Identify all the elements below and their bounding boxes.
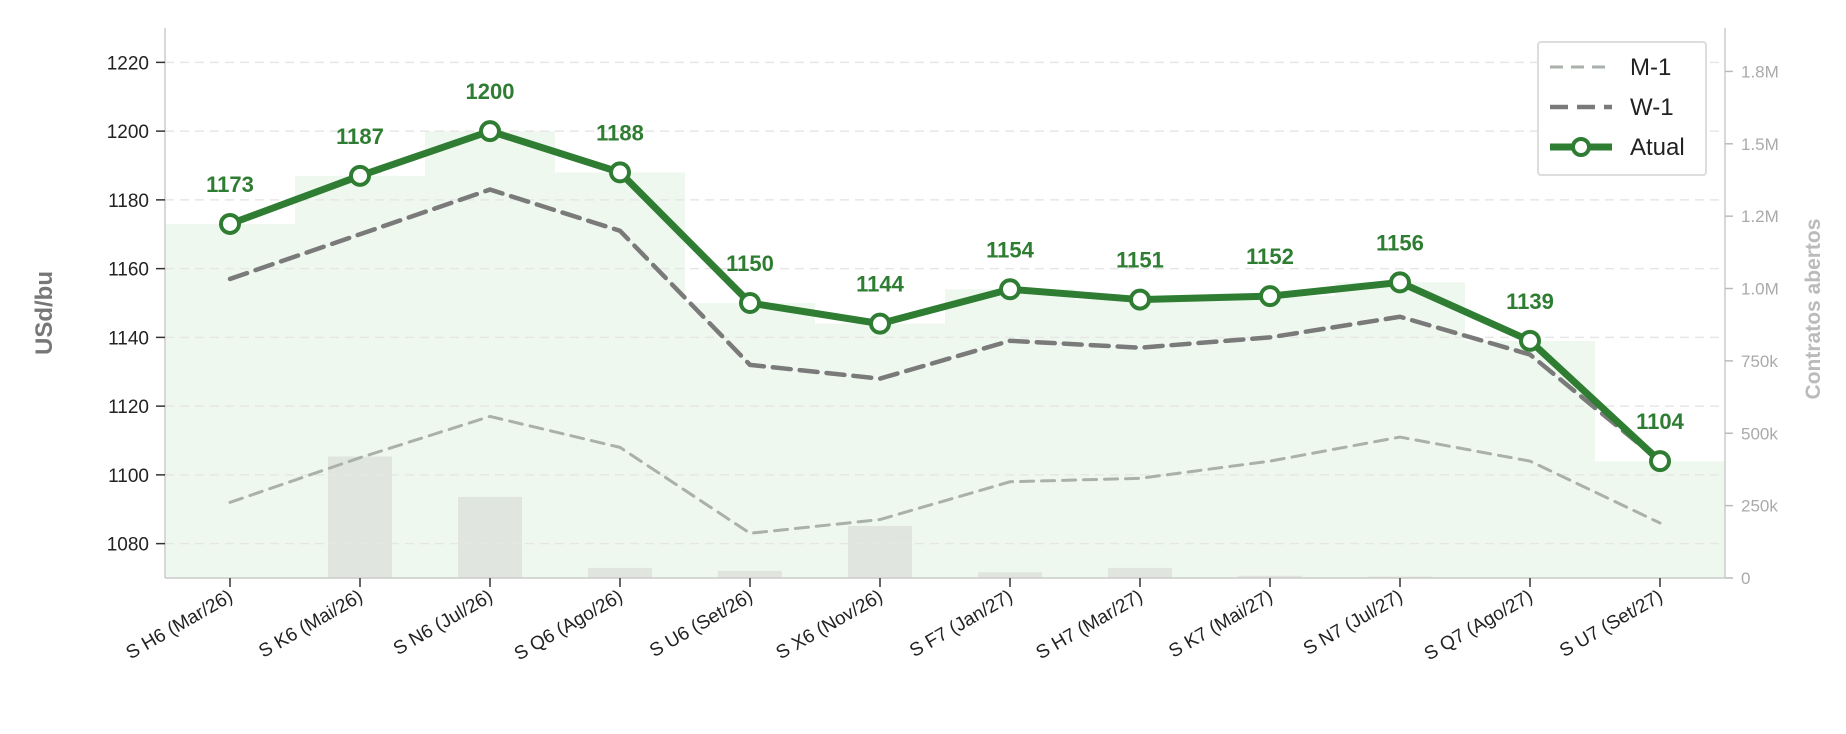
data-label: 1154 — [986, 237, 1034, 262]
open-interest-bar — [978, 572, 1042, 578]
legend: M-1 W-1 Atual — [1537, 41, 1707, 176]
series-marker-atual — [1649, 450, 1671, 473]
y-tick-label: 1080 — [107, 535, 149, 556]
legend-marker-atual — [1571, 137, 1591, 157]
series-marker-atual — [219, 212, 241, 235]
x-tick-label: S H6 (Mar/26) — [123, 586, 237, 664]
y-right-tick-label: 1.8M — [1741, 62, 1779, 81]
series-marker-atual — [349, 164, 371, 187]
legend-label: W-1 — [1630, 94, 1674, 121]
series-markers — [219, 120, 1671, 473]
y-tick-label: 1180 — [108, 191, 149, 212]
series-marker-atual — [1389, 271, 1411, 294]
series-line-m-1 — [228, 414, 1662, 535]
y-right-tick-label: 0 — [1741, 569, 1750, 588]
legend-label: M-1 — [1630, 54, 1671, 81]
data-label: 1104 — [1636, 409, 1684, 434]
series-marker-atual — [739, 292, 761, 314]
y-tick-label: 1120 — [108, 397, 149, 418]
x-tick-label: S U6 (Set/26) — [646, 586, 756, 662]
y-right-tick-label: 250k — [1741, 497, 1778, 516]
data-labels: 1173 1187 1200 1188 1150 1144 1154 1151 1152 1156… — [206, 79, 1684, 434]
open-interest-bar — [328, 456, 392, 578]
data-label: 1188 — [596, 120, 644, 145]
x-tick-label: S Q6 (Ago/26) — [511, 586, 627, 665]
x-tick-label: S H7 (Mar/27) — [1033, 586, 1147, 664]
data-label: 1144 — [856, 272, 904, 297]
series-line-w-1 — [227, 187, 1663, 464]
x-tick-label: S X6 (Nov/26) — [773, 586, 887, 664]
y-axis-right-title: Contratos abertos — [1802, 219, 1825, 400]
data-label: 1156 — [1376, 230, 1424, 255]
x-tick-label: S K7 (Mai/27) — [1165, 586, 1276, 662]
x-tick-label: S N6 (Jul/26) — [390, 586, 497, 660]
legend-label: Atual — [1630, 134, 1685, 161]
series-marker-atual — [1259, 285, 1281, 308]
gridlines — [165, 61, 1725, 545]
data-label: 1152 — [1246, 244, 1294, 269]
area-fill — [165, 131, 1725, 578]
data-label: 1200 — [466, 79, 515, 104]
y-tick-label: 1140 — [108, 328, 149, 349]
x-tick-label: S K6 (Mai/26) — [255, 586, 366, 662]
data-label: 1151 — [1116, 248, 1164, 273]
y-right-tick-label: 500k — [1741, 424, 1778, 443]
series-marker-atual — [609, 161, 631, 184]
series-lines — [226, 127, 1664, 535]
y-right-tick-label: 1.5M — [1741, 135, 1779, 154]
series-marker-atual — [869, 312, 891, 335]
data-label: 1173 — [206, 172, 254, 197]
open-interest-bar — [718, 570, 782, 578]
y-right-tick-label: 1.2M — [1741, 207, 1779, 226]
y-right-tick-label: 1.0M — [1741, 280, 1779, 299]
open-interest-bar — [848, 525, 912, 578]
data-label: 1187 — [336, 124, 384, 149]
axes — [164, 28, 1726, 579]
open-interest-bar — [1108, 567, 1172, 578]
x-tick-label: S N7 (Jul/27) — [1300, 586, 1407, 660]
data-label: 1139 — [1506, 289, 1554, 314]
open-interest-bar — [458, 496, 522, 578]
series-marker-atual — [1519, 329, 1541, 352]
open-interest-bar — [1238, 575, 1302, 578]
y-tick-label: 1220 — [107, 53, 149, 74]
y-tick-label: 1200 — [107, 122, 149, 143]
y-tick-label: 1160 — [108, 260, 149, 281]
y-right-tick-label: 750k — [1741, 352, 1778, 371]
series-marker-atual — [479, 120, 501, 143]
area-fill-layer — [165, 131, 1725, 578]
y-tick-label: 1100 — [108, 466, 149, 487]
series-marker-atual — [999, 278, 1021, 301]
x-tick-label: S F7 (Jan/27) — [906, 586, 1016, 662]
x-tick-label: S U7 (Set/27) — [1556, 586, 1666, 662]
series-marker-atual — [1129, 288, 1151, 311]
series-line-atual — [226, 127, 1664, 465]
open-interest-bar — [588, 567, 652, 578]
x-tick-label: S Q7 (Ago/27) — [1421, 586, 1537, 665]
data-label: 1150 — [726, 251, 774, 276]
y-axis-title: USd/bu — [31, 271, 58, 355]
